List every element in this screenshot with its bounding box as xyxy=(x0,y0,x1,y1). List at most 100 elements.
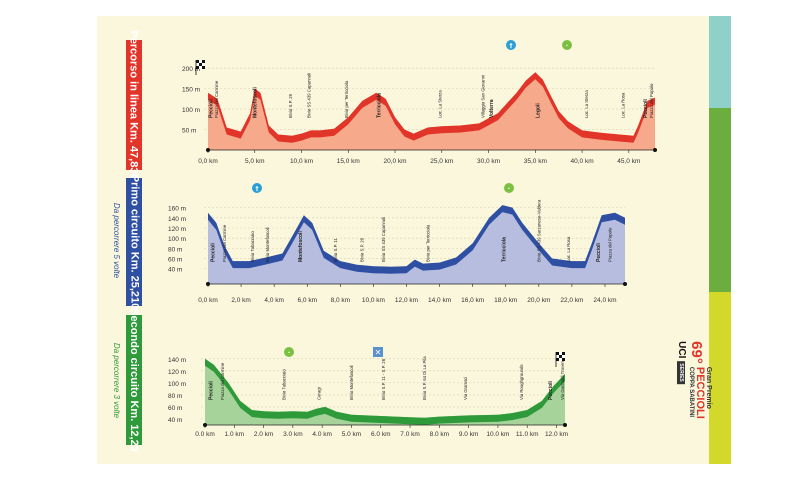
y-tick-label: 150 m xyxy=(182,87,200,94)
place-label: Ceragi xyxy=(317,387,322,400)
sprint-icon-glyph: · xyxy=(566,42,568,50)
x-tick-label: 3.0 km xyxy=(283,431,303,438)
y-tick-label: 120 m xyxy=(168,226,186,233)
place-label: Terricciola xyxy=(377,93,383,118)
tab-primo-circuito: Primo circuito Km. 25,210 xyxy=(126,175,142,309)
place-label: Bivio SS 439 Capannoli xyxy=(306,73,311,118)
side-stripe-green xyxy=(709,108,731,292)
y-tick-label: 50 m xyxy=(182,128,196,135)
end-dot xyxy=(623,282,627,286)
x-tick-label: 16,0 km xyxy=(461,297,484,304)
side-stripe-lime xyxy=(709,292,731,464)
elevation-area-primo-circuito xyxy=(208,205,625,284)
x-tick-label: 15,0 km xyxy=(337,158,360,165)
place-label: Bivio per Terricciola xyxy=(425,224,430,262)
place-label: Via Gramsci xyxy=(463,377,468,400)
x-tick-label: 9.0 km xyxy=(459,431,479,438)
x-tick-label: 6.0 km xyxy=(371,431,391,438)
x-tick-label: 24,0 km xyxy=(593,297,616,304)
x-tick-label: 35,0 km xyxy=(524,158,547,165)
place-label: Loc. La Rosa xyxy=(621,92,626,118)
place-label: Via Roughgrounds xyxy=(519,364,524,400)
y-tick-label: 200 m xyxy=(182,66,200,73)
place-label: Piazza del Popolo xyxy=(649,83,654,118)
x-tick-label: 25,0 km xyxy=(430,158,453,165)
x-tick-label: 12.0 km xyxy=(545,431,568,438)
y-tick-label: 40 m xyxy=(168,267,182,274)
side-stripe-teal xyxy=(709,16,731,108)
x-tick-label: 10,0 km xyxy=(290,158,313,165)
x-tick-label: 22,0 km xyxy=(560,297,583,304)
place-label: Loc. La Sterza xyxy=(584,90,589,118)
y-tick-label: 160 m xyxy=(168,206,186,213)
x-tick-label: 11.0 km xyxy=(516,431,539,438)
kom-icon xyxy=(373,347,383,357)
sprint-icon xyxy=(562,40,572,50)
y-tick-label: 80 m xyxy=(168,246,182,253)
x-tick-label: 20,0 km xyxy=(527,297,550,304)
feed-zone-icon xyxy=(252,183,262,193)
place-label: Legoli xyxy=(536,103,542,118)
kom-icon-glyph: ✕ xyxy=(375,348,382,357)
x-tick-label: 7.0 km xyxy=(400,431,420,438)
place-label: Piazza del Carmine xyxy=(220,362,225,400)
place-label: Peccioli xyxy=(548,380,554,400)
y-tick-label: 60 m xyxy=(168,257,182,264)
place-label: Bivio Montefoscoli xyxy=(349,365,354,400)
place-label: Bivio per Terricciola xyxy=(344,80,349,118)
y-tick-label: 40 m xyxy=(168,417,182,424)
x-tick-label: 4.0 km xyxy=(312,431,332,438)
x-tick-label: 8.0 km xyxy=(430,431,450,438)
y-tick-label: 100 m xyxy=(168,236,186,243)
place-label: Peccioli xyxy=(210,242,216,262)
y-tick-label: 60 m xyxy=(168,405,182,412)
place-label: Bivio Tabacciaio xyxy=(250,231,255,262)
place-label: Piazza del Carmine xyxy=(214,80,219,118)
tab-percorso-in-linea: Percorso in linea Km. 47,830 xyxy=(126,30,142,180)
sprint-icon-glyph: · xyxy=(288,349,290,357)
place-label: Bivio S.P. 64 Di La Pila xyxy=(422,356,427,400)
elevation-line-primo-circuito xyxy=(208,205,625,274)
place-label: Bivio Montefoscoli xyxy=(265,227,270,262)
x-tick-label: 30,0 km xyxy=(477,158,500,165)
end-dot xyxy=(563,423,567,427)
x-tick-label: 12,0 km xyxy=(395,297,418,304)
place-label: Via Garibaldi Traverso xyxy=(560,357,565,400)
feed-zone-icon-glyph: † xyxy=(255,185,259,193)
end-dot xyxy=(653,148,657,152)
y-tick-label: 100 m xyxy=(168,381,186,388)
place-label: Villaggio San Giovanni xyxy=(480,75,485,118)
sprint-icon-glyph: · xyxy=(508,185,510,193)
elevation-line-percorso-in-linea xyxy=(208,72,655,143)
y-tick-label: 100 m xyxy=(182,107,200,114)
place-label: Bivio Tabacciaio xyxy=(282,369,287,400)
feed-zone-icon-glyph: † xyxy=(509,42,513,50)
y-tick-label: 80 m xyxy=(168,393,182,400)
place-label: Terricciola xyxy=(502,237,508,262)
y-tick-label: 140 m xyxy=(168,357,186,364)
x-tick-label: 20,0 km xyxy=(383,158,406,165)
x-tick-label: 2.0 km xyxy=(254,431,274,438)
feed-zone-icon xyxy=(506,40,516,50)
place-label: Montefoscoli xyxy=(252,87,258,118)
place-label: Bivio SS 439 Capannoli xyxy=(381,217,386,262)
place-label: Peccioli xyxy=(208,98,214,118)
place-label: Peccioli xyxy=(208,380,214,400)
x-tick-label: 10,0 km xyxy=(362,297,385,304)
x-tick-label: 0.0 km xyxy=(195,431,215,438)
place-label: Bivio S.P. 11 - S.P. 26 xyxy=(381,358,386,400)
place-label: Piazza del Carmine xyxy=(222,224,227,262)
place-label: Piazza del Popolo xyxy=(607,227,612,262)
elevation-area-secondo-circuito xyxy=(205,358,565,425)
place-label: Montefoscoli xyxy=(298,231,304,262)
place-label: Bivio S.P. 11 xyxy=(333,238,338,262)
x-tick-label: 10.0 km xyxy=(486,431,509,438)
x-tick-label: 1.0 km xyxy=(225,431,245,438)
place-label: Bivio S.P. 29 xyxy=(288,93,293,118)
x-tick-label: 2,0 km xyxy=(231,297,251,304)
y-tick-label: 120 m xyxy=(168,369,186,376)
place-label: Bivio SS 439 Sarzanese-Valdera xyxy=(536,199,541,262)
place-label: Volterra xyxy=(489,99,495,118)
x-tick-label: 0,0 km xyxy=(198,297,218,304)
